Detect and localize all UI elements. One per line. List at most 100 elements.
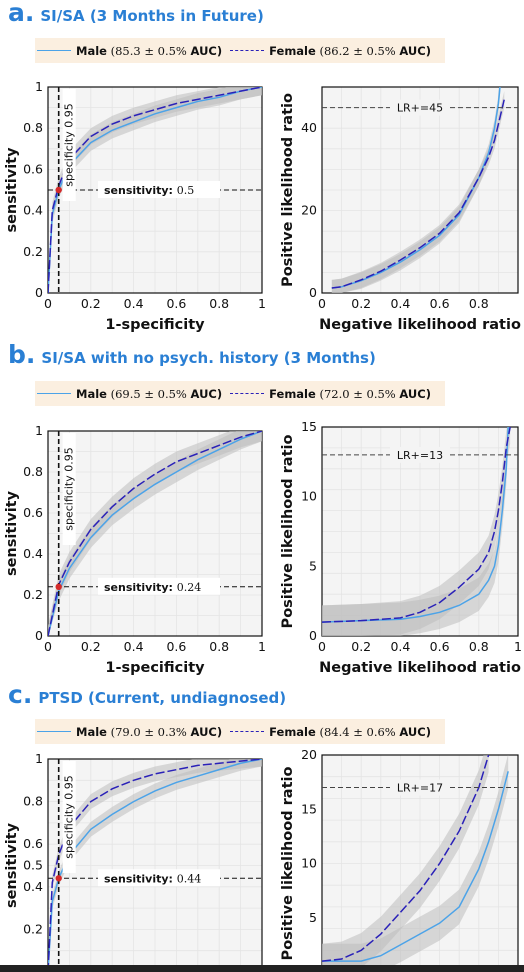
x-tick-label: 0.2 (351, 639, 371, 654)
legend-male-suffix: AUC) (190, 43, 223, 58)
operating-point-marker (55, 186, 62, 194)
legend-female-auc: (84.4 ± 0.6% (319, 724, 396, 739)
legend-female-label: Female (269, 724, 316, 739)
series-line-female (48, 759, 262, 972)
x-tick-label: 1 (258, 296, 266, 311)
y-tick-label: 20 (301, 747, 317, 762)
y-axis-label: Positive likelihood ratio (280, 93, 296, 287)
confidence-band-female (48, 87, 262, 293)
x-tick-label: 0.4 (390, 639, 410, 654)
x-tick-label: 1 (514, 639, 522, 654)
sensitivity-label: sensitivity: 0.44 (104, 872, 201, 885)
legend-female-suffix: AUC) (399, 43, 431, 58)
sensitivity-label-bg (98, 577, 220, 595)
legend-male: Male (79.0 ± 0.3% AUC) (37, 725, 222, 739)
y-tick-label: 40 (301, 120, 317, 135)
panel-a-title: a. SI/SA (3 Months in Future) (8, 0, 264, 27)
confidence-band-female (331, 91, 505, 293)
x-tick-label: 0.6 (430, 296, 450, 311)
x-tick-label: 0.2 (81, 296, 101, 311)
series-line-female (322, 427, 511, 623)
legend-male-auc: (85.3 ± 0.5% (110, 43, 187, 58)
series-line-female (48, 431, 262, 636)
legend-male-suffix: AUC) (190, 724, 223, 739)
panel-b-title: b. SI/SA with no psych. history (3 Months… (8, 340, 376, 369)
panel-c-legend: Male (79.0 ± 0.3% AUC) Female (84.4 ± 0.… (35, 719, 445, 744)
specificity-label: specificity 0.95 (63, 447, 76, 530)
panel-c-title-text: PTSD (Current, undiagnosed) (38, 689, 287, 707)
female-line-swatch (230, 50, 265, 51)
y-tick-label: 0 (35, 285, 43, 300)
y-tick-label: 0 (309, 285, 317, 300)
series-line-male (322, 427, 509, 623)
x-axis-label: 1-specificity (105, 660, 205, 676)
confidence-band-female (322, 755, 489, 972)
lr-label-bg (390, 446, 450, 463)
confidence-band-female (48, 431, 262, 636)
panel-c-letter: c. (8, 680, 33, 709)
sensitivity-label: sensitivity: 0.24 (104, 581, 201, 594)
legend-female: Female (84.4 ± 0.6% AUC) (230, 725, 431, 739)
y-tick-label: 0.8 (23, 464, 43, 479)
panel-b-letter: b. (8, 340, 36, 369)
y-tick-label: 0.5 (23, 858, 43, 873)
y-tick-label: 1 (35, 751, 43, 766)
chart-c-roc (47, 758, 263, 972)
legend-female-suffix: AUC) (399, 724, 431, 739)
y-axis-label: sensitivity (4, 490, 20, 576)
series-line-male (322, 771, 509, 962)
legend-female: Female (72.0 ± 0.5% AUC) (230, 387, 431, 401)
specificity-label: specificity 0.95 (63, 775, 76, 858)
x-tick-label: 0 (44, 296, 52, 311)
panel-a-legend: Male (85.3 ± 0.5% AUC) Female (86.2 ± 0.… (35, 38, 445, 63)
operating-point-marker (55, 875, 62, 882)
legend-female-auc: (72.0 ± 0.5% (319, 386, 396, 401)
lr-label-bg (390, 99, 450, 116)
y-tick-label: 5 (309, 910, 317, 925)
operating-point-marker (55, 583, 62, 590)
plot-area (48, 431, 262, 636)
y-tick-label: 0 (309, 628, 317, 643)
legend-male-auc: (69.5 ± 0.5% (110, 386, 187, 401)
sensitivity-value: 0.44 (177, 872, 202, 885)
chart-c-lr (321, 754, 519, 972)
panel-b-legend: Male (69.5 ± 0.5% AUC) Female (72.0 ± 0.… (35, 381, 445, 406)
y-tick-label: 20 (301, 203, 317, 218)
specificity-label-bg (62, 761, 76, 873)
lr-threshold-label: LR+=45 (397, 102, 443, 115)
x-axis-label: Negative likelihood ratio (319, 317, 521, 333)
series-line-female (322, 755, 490, 962)
sensitivity-label-bg (98, 181, 220, 198)
plot-frame (47, 430, 263, 637)
y-tick-label: 10 (301, 856, 317, 871)
y-tick-label: 1 (35, 423, 43, 438)
y-tick-label: 5 (309, 558, 317, 573)
y-axis-label: Positive likelihood ratio (280, 435, 296, 629)
legend-male: Male (69.5 ± 0.5% AUC) (37, 387, 222, 401)
series-line-male (48, 431, 262, 636)
x-tick-label: 0.8 (209, 296, 229, 311)
x-tick-label: 0.4 (124, 639, 144, 654)
confidence-band-male (322, 755, 509, 972)
panel-a-title-text: SI/SA (3 Months in Future) (40, 7, 264, 25)
legend-male-auc: (79.0 ± 0.3% (110, 724, 187, 739)
sensitivity-label-bg (98, 869, 220, 887)
series-line-male (331, 87, 501, 289)
panel-c-title: c. PTSD (Current, undiagnosed) (8, 680, 286, 709)
panel-b-title-text: SI/SA with no psych. history (3 Months) (41, 349, 376, 367)
chart-a-lr (321, 86, 519, 294)
y-tick-label: 15 (301, 801, 317, 816)
plot-frame (47, 758, 263, 972)
male-line-swatch (37, 393, 71, 394)
x-tick-label: 1 (258, 639, 266, 654)
series-line-female (331, 99, 506, 289)
y-axis-label: Positive likelihood ratio (280, 767, 296, 961)
legend-male-suffix: AUC) (190, 386, 223, 401)
y-tick-label: 0 (35, 628, 43, 643)
x-tick-label: 0.8 (469, 639, 489, 654)
panel-a-letter: a. (8, 0, 35, 27)
legend-male: Male (85.3 ± 0.5% AUC) (37, 44, 222, 58)
specificity-label: specificity 0.95 (63, 103, 76, 186)
legend-female-suffix: AUC) (399, 386, 431, 401)
